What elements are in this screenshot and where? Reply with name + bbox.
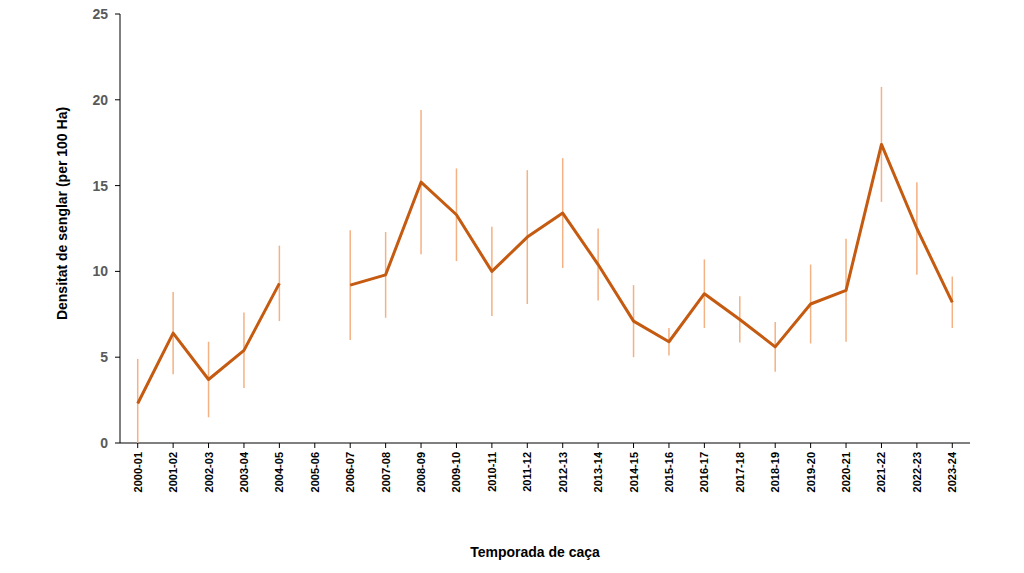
x-axis bbox=[120, 443, 970, 444]
y-tick bbox=[115, 271, 120, 272]
y-tick-label: 25 bbox=[92, 6, 108, 22]
x-tick bbox=[704, 443, 705, 448]
x-tick bbox=[173, 443, 174, 448]
x-tick bbox=[633, 443, 634, 448]
x-tick bbox=[810, 443, 811, 448]
x-tick bbox=[314, 443, 315, 448]
x-tick-label: 2009-10 bbox=[450, 452, 462, 492]
x-tick-label: 2022-23 bbox=[911, 452, 923, 492]
y-axis-title: Densitat de senglar (per 100 Ha) bbox=[54, 107, 70, 320]
x-tick bbox=[598, 443, 599, 448]
plot-area bbox=[138, 87, 953, 443]
y-tick-label: 10 bbox=[92, 263, 108, 279]
x-tick-label: 2020-21 bbox=[840, 452, 852, 492]
x-tick bbox=[137, 443, 138, 448]
x-tick bbox=[668, 443, 669, 448]
x-tick bbox=[916, 443, 917, 448]
x-tick-label: 2021-22 bbox=[875, 452, 887, 492]
y-tick bbox=[115, 357, 120, 358]
x-tick-label: 2018-19 bbox=[769, 452, 781, 492]
x-tick-label: 2023-24 bbox=[946, 451, 958, 492]
x-tick-label: 2002-03 bbox=[203, 452, 215, 492]
x-tick-label: 2019-20 bbox=[805, 452, 817, 492]
x-tick bbox=[562, 443, 563, 448]
x-tick-label: 2003-04 bbox=[238, 451, 250, 492]
x-tick-label: 2000-01 bbox=[132, 452, 144, 492]
x-tick-label: 2011-12 bbox=[521, 452, 533, 492]
x-axis-title: Temporada de caça bbox=[470, 544, 600, 560]
data-line bbox=[138, 144, 953, 403]
y-tick-label: 15 bbox=[92, 178, 108, 194]
x-tick-label: 2006-07 bbox=[344, 452, 356, 492]
y-tick-label: 5 bbox=[100, 349, 108, 365]
y-tick bbox=[115, 443, 120, 444]
x-tick-label: 2013-14 bbox=[592, 451, 604, 492]
x-tick-label: 2005-06 bbox=[309, 452, 321, 492]
x-tick bbox=[279, 443, 280, 448]
x-tick bbox=[739, 443, 740, 448]
x-tick bbox=[208, 443, 209, 448]
x-tick bbox=[775, 443, 776, 448]
x-tick bbox=[846, 443, 847, 448]
x-tick-label: 2016-17 bbox=[698, 452, 710, 492]
x-tick-label: 2008-09 bbox=[415, 452, 427, 492]
y-tick bbox=[115, 185, 120, 186]
x-tick bbox=[385, 443, 386, 448]
x-tick bbox=[350, 443, 351, 448]
x-tick-label: 2007-08 bbox=[380, 452, 392, 492]
y-axis bbox=[120, 14, 121, 443]
x-tick-label: 2010-11 bbox=[486, 452, 498, 492]
x-tick-label: 2017-18 bbox=[734, 452, 746, 492]
x-tick-label: 2012-13 bbox=[557, 452, 569, 492]
x-tick-label: 2001-02 bbox=[167, 452, 179, 492]
x-tick bbox=[881, 443, 882, 448]
x-tick-label: 2004-05 bbox=[273, 452, 285, 492]
x-tick bbox=[527, 443, 528, 448]
x-tick bbox=[952, 443, 953, 448]
y-tick-label: 0 bbox=[100, 435, 108, 451]
y-tick bbox=[115, 99, 120, 100]
x-tick-label: 2014-15 bbox=[628, 452, 640, 492]
y-tick bbox=[115, 14, 120, 15]
x-tick bbox=[421, 443, 422, 448]
x-tick bbox=[243, 443, 244, 448]
x-tick bbox=[491, 443, 492, 448]
y-tick-label: 20 bbox=[92, 92, 108, 108]
x-tick-label: 2015-16 bbox=[663, 452, 675, 492]
chart: 0 5 10 15 20 25 2000-01 2001-02 2002-03 2003-04 20… bbox=[0, 0, 1024, 573]
x-tick bbox=[456, 443, 457, 448]
